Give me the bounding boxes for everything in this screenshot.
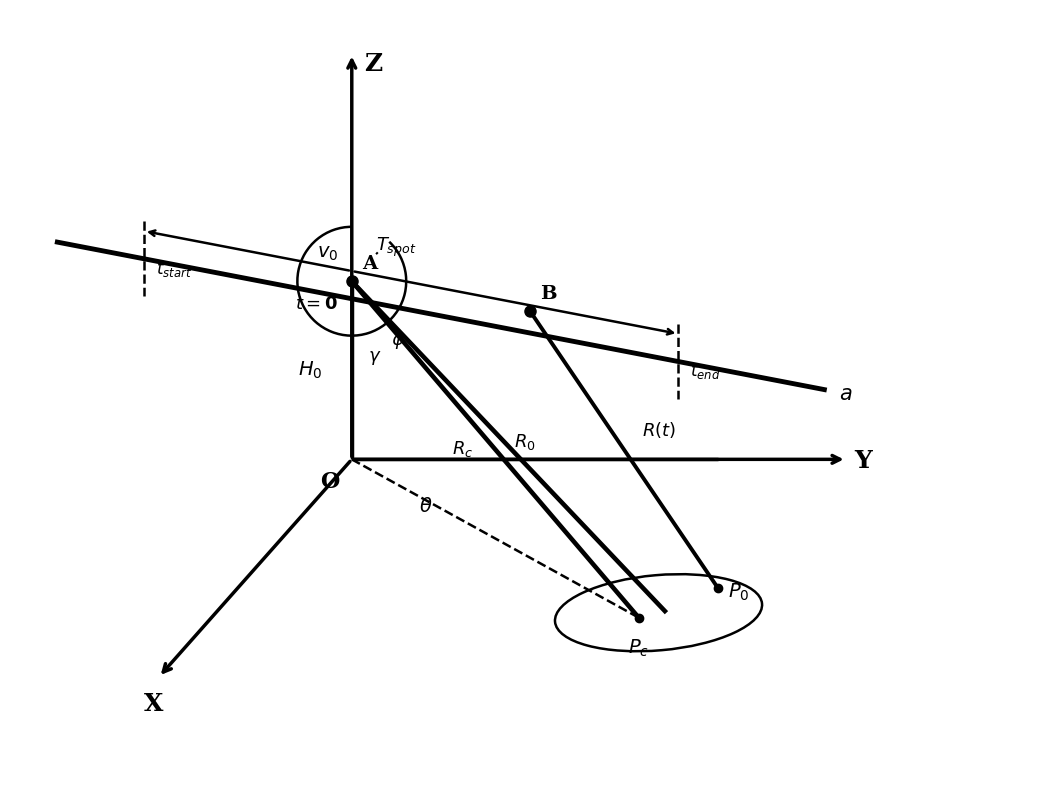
- Text: X: X: [145, 692, 163, 716]
- Text: $R_c$: $R_c$: [452, 439, 473, 460]
- Text: $\varphi$: $\varphi$: [391, 333, 405, 351]
- Text: Y: Y: [855, 449, 873, 473]
- Text: $T_{spot}$: $T_{spot}$: [376, 236, 417, 259]
- Text: $t_{end}$: $t_{end}$: [691, 361, 721, 381]
- Text: $R(t)$: $R(t)$: [642, 419, 676, 440]
- Text: $t_{start}$: $t_{start}$: [156, 259, 191, 279]
- Text: Z: Z: [364, 52, 382, 75]
- Text: $P_c$: $P_c$: [628, 638, 649, 659]
- Text: $\gamma$: $\gamma$: [367, 349, 381, 367]
- Text: $v_0$: $v_0$: [316, 245, 338, 264]
- Text: $P_0$: $P_0$: [728, 581, 749, 603]
- Text: $t=\mathbf{0}$: $t=\mathbf{0}$: [295, 295, 338, 313]
- Text: A: A: [362, 256, 376, 273]
- Text: $R_0$: $R_0$: [514, 432, 536, 452]
- Text: $H_0$: $H_0$: [297, 360, 322, 381]
- Text: B: B: [540, 285, 556, 303]
- Text: $a$: $a$: [838, 384, 852, 403]
- Text: $\theta$: $\theta$: [419, 497, 433, 516]
- Text: O: O: [320, 471, 340, 493]
